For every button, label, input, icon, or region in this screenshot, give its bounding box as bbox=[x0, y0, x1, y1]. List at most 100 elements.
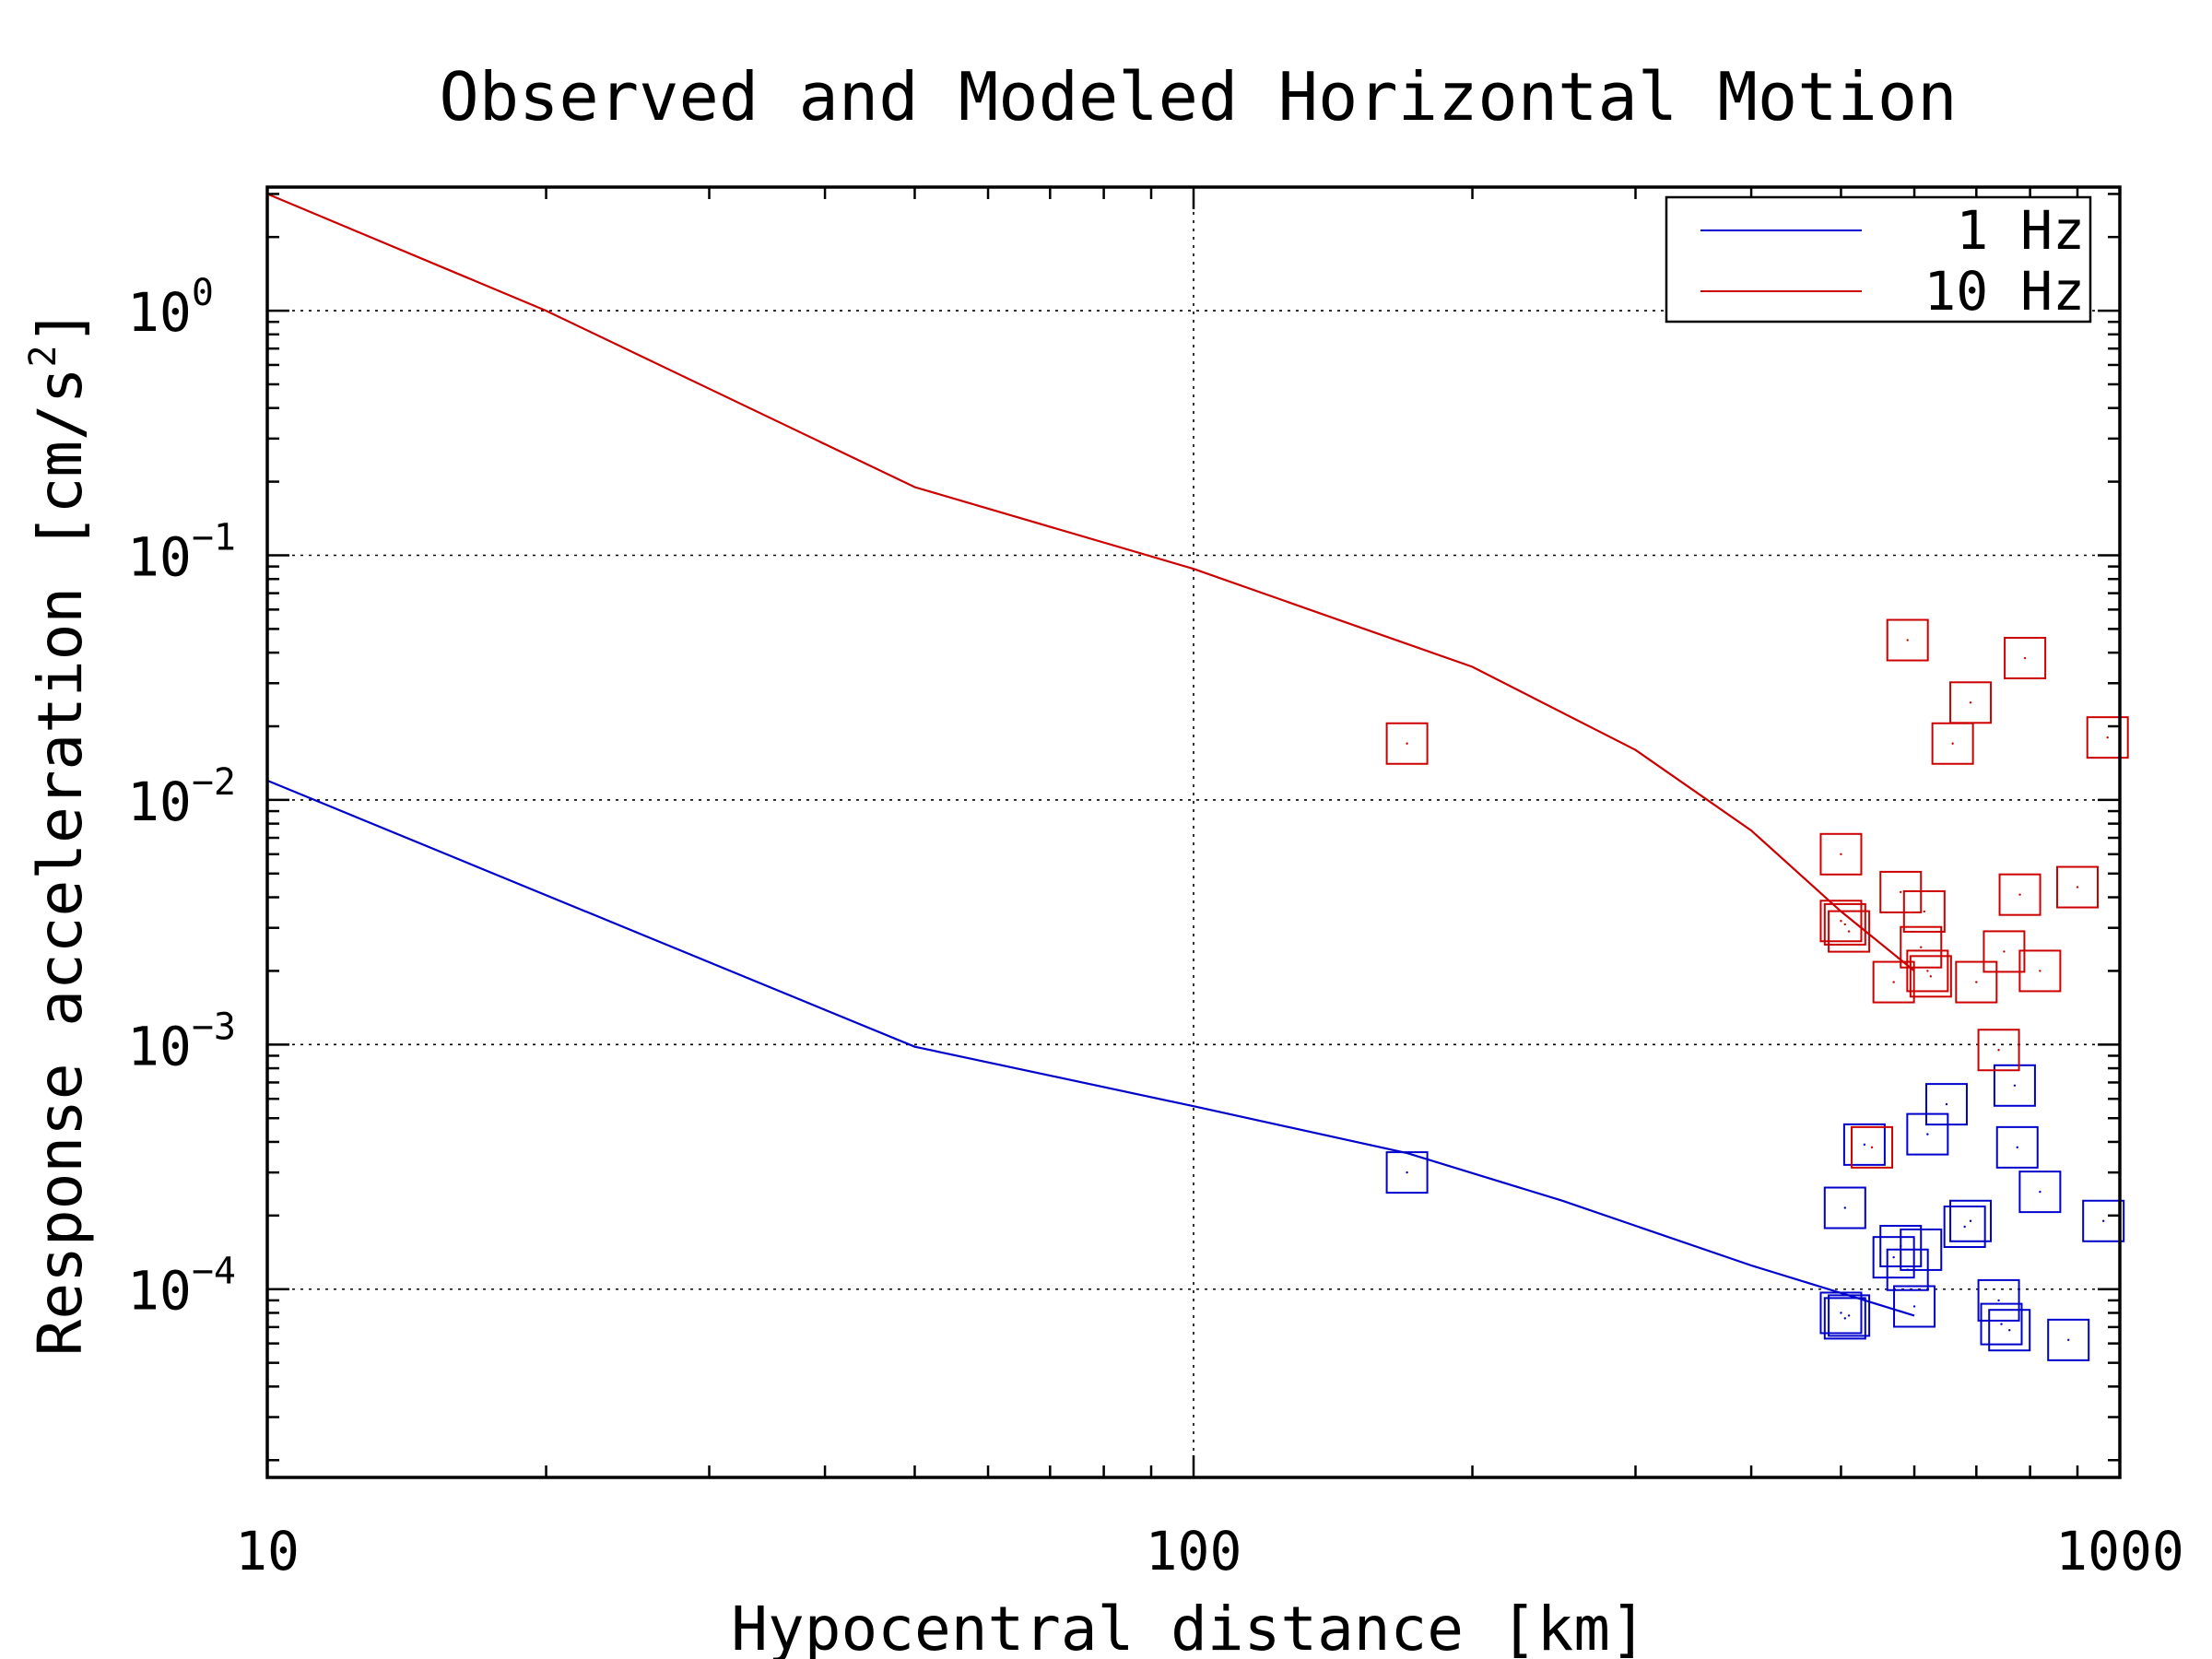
y-tick-base: 10 bbox=[127, 771, 192, 833]
observed-marker-series-0 bbox=[1995, 1125, 2039, 1169]
observed-point-series-1 bbox=[1906, 639, 1909, 641]
observed-point-series-0 bbox=[1997, 1299, 2000, 1302]
observed-point-series-1 bbox=[2076, 886, 2079, 888]
observed-marker-series-0 bbox=[1949, 1199, 1993, 1242]
observed-point-series-0 bbox=[2000, 1323, 2003, 1325]
observed-point-series-0 bbox=[1892, 1255, 1895, 1259]
observed-marker-series-1 bbox=[1902, 889, 1946, 933]
observed-marker-series-0 bbox=[2047, 1318, 2090, 1361]
observed-point-series-1 bbox=[1969, 701, 1972, 704]
observed-marker-series-1 bbox=[1906, 949, 1949, 993]
x-tick-label: 1000 bbox=[2055, 1520, 2184, 1583]
model-line-series-1 bbox=[266, 193, 1915, 972]
observed-marker-series-1 bbox=[1385, 722, 1429, 765]
observed-marker-series-1 bbox=[1998, 873, 2041, 916]
observed-point-series-1 bbox=[1929, 975, 1933, 978]
observed-marker-series-0 bbox=[1977, 1278, 2020, 1322]
observed-marker-series-0 bbox=[1924, 1083, 1968, 1126]
model-line-series-0 bbox=[266, 779, 1915, 1317]
observed-marker-series-0 bbox=[1893, 1285, 1936, 1328]
observed-point-series-0 bbox=[1843, 1317, 1847, 1320]
observed-point-series-1 bbox=[1920, 946, 1923, 948]
model-lines bbox=[266, 193, 1915, 1317]
y-tick-label: 10−3 bbox=[127, 1006, 236, 1077]
observed-point-series-1 bbox=[1951, 742, 1954, 745]
observed-marker-series-0 bbox=[1819, 1291, 1863, 1335]
observed-marker-series-1 bbox=[1823, 902, 1866, 946]
observed-point-series-0 bbox=[1963, 1225, 1966, 1229]
observed-markers bbox=[1385, 618, 2129, 1361]
observed-point-series-0 bbox=[1920, 1248, 1923, 1252]
observed-marker-series-0 bbox=[1900, 1228, 1943, 1271]
y-tick-label: 10−2 bbox=[127, 761, 236, 833]
y-tick-label: 10−1 bbox=[127, 516, 236, 588]
y-tick-label: 100 bbox=[127, 272, 214, 344]
observed-marker-series-0 bbox=[1988, 1309, 2031, 1352]
legend-label-10hz: 10 Hz bbox=[1924, 260, 2085, 323]
y-tick-exp: 0 bbox=[192, 272, 214, 314]
legend-box bbox=[1665, 195, 2092, 324]
y-tick-base: 10 bbox=[127, 1260, 192, 1323]
observed-point-series-0 bbox=[1406, 1171, 1408, 1174]
observed-point-series-0 bbox=[2016, 1146, 2018, 1149]
observed-marker-series-1 bbox=[1828, 910, 1871, 953]
observed-marker-series-1 bbox=[1900, 925, 1943, 969]
observed-point-series-1 bbox=[1900, 890, 1902, 894]
observed-point-series-0 bbox=[2013, 1084, 2017, 1087]
observed-marker-series-1 bbox=[2086, 716, 2129, 759]
observed-marker-series-0 bbox=[1385, 1151, 1429, 1194]
observed-point-series-1 bbox=[1926, 970, 1929, 972]
observed-marker-series-0 bbox=[1823, 1297, 1866, 1340]
x-tick-label: 10 bbox=[235, 1520, 300, 1583]
observed-marker-series-0 bbox=[1980, 1302, 2023, 1346]
observed-marker-series-0 bbox=[1872, 1236, 1915, 1279]
y-axis-label-sup: 2 bbox=[22, 345, 65, 367]
observed-point-series-0 bbox=[2039, 1190, 2041, 1194]
observed-point-series-0 bbox=[1847, 1314, 1851, 1317]
observed-marker-series-1 bbox=[1872, 960, 1915, 1004]
x-axis-label: Hypocentral distance [km] bbox=[731, 1594, 1646, 1659]
observed-marker-series-1 bbox=[2004, 637, 2047, 680]
observed-point-series-1 bbox=[1847, 930, 1851, 933]
observed-marker-series-1 bbox=[1819, 832, 1863, 876]
observed-point-series-1 bbox=[1892, 981, 1895, 983]
observed-marker-series-1 bbox=[1909, 955, 1952, 998]
observed-point-series-1 bbox=[2039, 970, 2041, 972]
observed-point-series-1 bbox=[1975, 981, 1978, 983]
observed-point-series-0 bbox=[2101, 1219, 2105, 1222]
observed-marker-series-0 bbox=[1823, 1186, 1866, 1230]
y-axis-label-close: ] bbox=[25, 309, 96, 346]
observed-point-series-0 bbox=[1969, 1219, 1972, 1222]
observed-point-series-1 bbox=[1870, 1146, 1874, 1149]
observed-point-series-1 bbox=[1840, 920, 1842, 923]
y-tick-exp: −1 bbox=[192, 516, 236, 559]
y-axis-label-text: Response acceleration [cm/s bbox=[25, 367, 96, 1356]
x-tick-label: 100 bbox=[1146, 1520, 1242, 1583]
observed-marker-series-0 bbox=[1828, 1294, 1871, 1337]
y-axis-label: Response acceleration [cm/s2] bbox=[22, 309, 96, 1357]
legend-label-1hz: 1 Hz bbox=[1956, 199, 2085, 262]
observed-point-series-0 bbox=[1945, 1102, 1948, 1106]
observed-point-series-0 bbox=[2067, 1338, 2070, 1342]
observed-marker-series-1 bbox=[1949, 681, 1993, 724]
y-tick-exp: −2 bbox=[192, 761, 236, 804]
y-tick-base: 10 bbox=[127, 525, 192, 588]
observed-marker-series-0 bbox=[1993, 1064, 2036, 1107]
observed-point-series-1 bbox=[1843, 923, 1847, 926]
axis-ticks bbox=[265, 187, 2120, 1477]
observed-point-series-1 bbox=[1406, 742, 1408, 745]
observed-point-series-1 bbox=[2003, 950, 2006, 953]
observed-marker-series-0 bbox=[1842, 1123, 1886, 1166]
observed-marker-series-1 bbox=[1851, 1125, 1894, 1169]
chart-title: Observed and Modeled Horizontal Motion bbox=[439, 58, 1957, 135]
observed-marker-series-1 bbox=[1819, 900, 1863, 943]
observed-point-series-1 bbox=[2018, 893, 2021, 896]
observed-point-series-0 bbox=[1863, 1143, 1866, 1147]
observed-marker-series-1 bbox=[2056, 865, 2100, 909]
observed-point-series-0 bbox=[1843, 1206, 1847, 1209]
observed-marker-series-0 bbox=[2082, 1199, 2125, 1242]
observed-point-series-1 bbox=[1923, 910, 1926, 913]
y-tick-base: 10 bbox=[127, 281, 192, 344]
observed-point-series-0 bbox=[1912, 1305, 1916, 1308]
